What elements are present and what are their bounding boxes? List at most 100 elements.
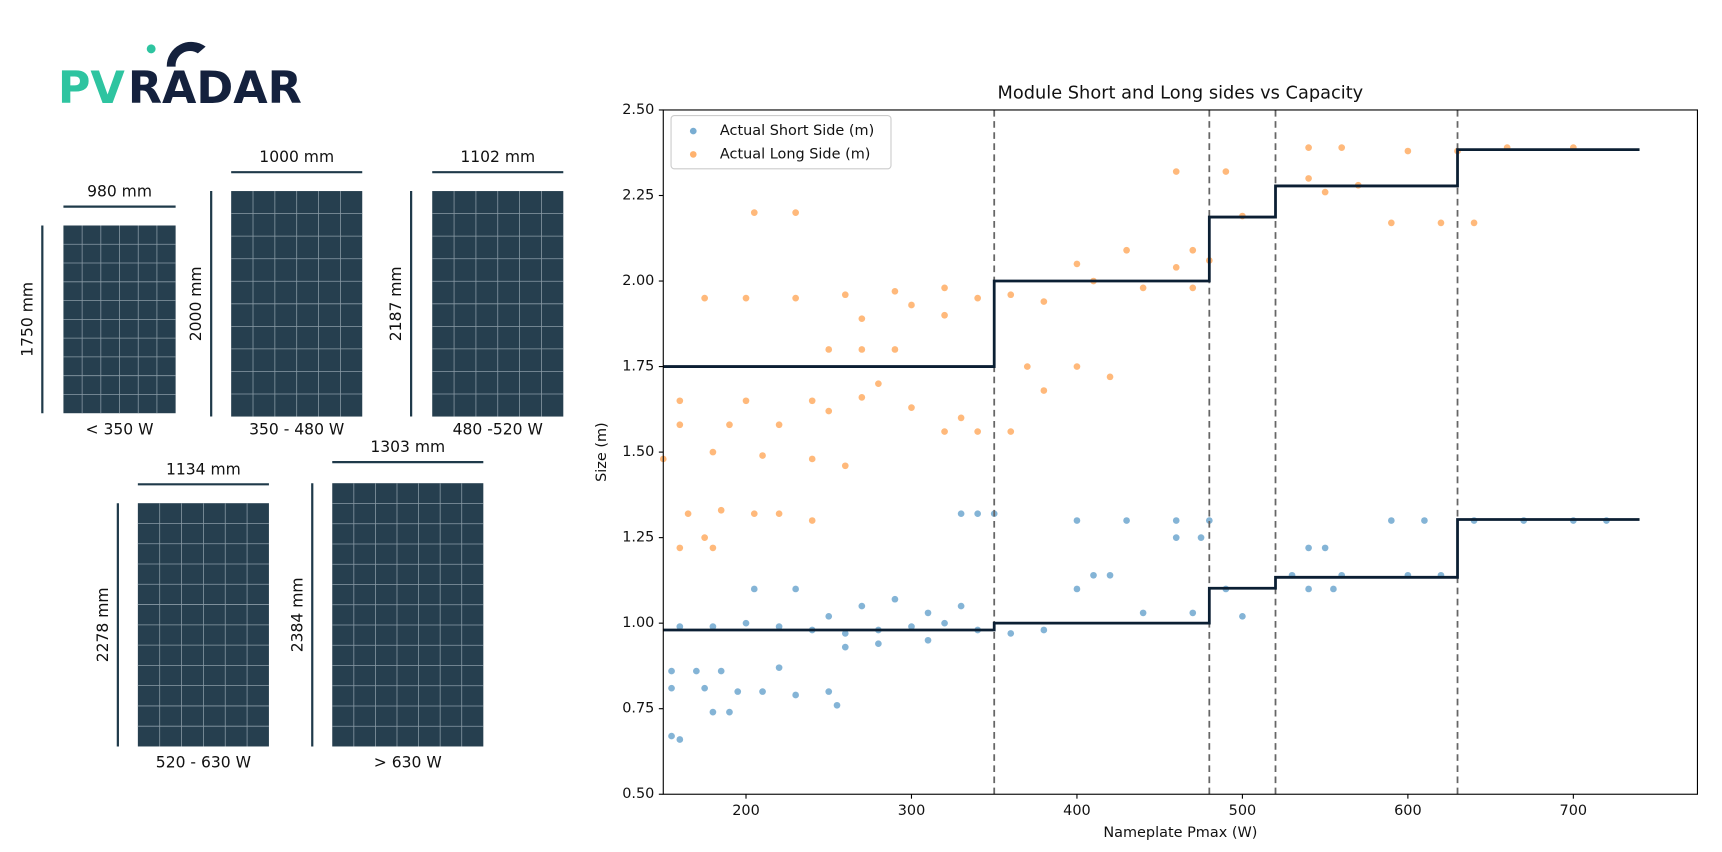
point (924, 636, 932, 644)
point (858, 315, 866, 323)
height-label: 2384 mm (288, 577, 306, 652)
point (1073, 260, 1081, 268)
point (1239, 612, 1246, 620)
point (941, 284, 948, 292)
point (693, 667, 700, 675)
point (1421, 517, 1428, 524)
point (1305, 585, 1312, 593)
point (908, 301, 915, 309)
point (717, 667, 725, 675)
point (726, 421, 733, 429)
x-tick-label: 600 (1394, 803, 1422, 819)
point (1330, 585, 1337, 593)
y-tick-label: 2.50 (622, 102, 654, 118)
height-label: 2187 mm (387, 266, 405, 341)
x-tick-label: 500 (1229, 803, 1257, 819)
point (957, 602, 965, 610)
point (841, 630, 849, 637)
module-panel (332, 483, 484, 747)
point (701, 534, 708, 541)
point (1040, 298, 1048, 305)
point (742, 294, 750, 302)
point (717, 506, 725, 514)
y-tick-label: 0.75 (622, 701, 654, 717)
point (701, 294, 708, 302)
width-label: 1134 mm (166, 460, 241, 478)
y-tick-label: 1.00 (622, 615, 654, 631)
point (1404, 147, 1412, 155)
point (775, 421, 783, 429)
point (1189, 246, 1197, 254)
logo: PV RADAR (58, 41, 302, 114)
point (1123, 517, 1130, 524)
point (709, 448, 717, 456)
point (891, 595, 899, 603)
point (1073, 585, 1081, 593)
range-label: 350 - 480 W (249, 420, 344, 438)
point (808, 517, 816, 524)
point (1139, 284, 1147, 292)
point (908, 404, 915, 411)
point (941, 619, 948, 627)
point (1106, 373, 1114, 381)
point (676, 736, 684, 743)
y-tick-label: 0.50 (622, 786, 654, 802)
point (1106, 571, 1114, 579)
width-label: 1102 mm (460, 148, 535, 166)
point (709, 623, 717, 630)
x-tick-label: 400 (1063, 803, 1091, 819)
point (668, 684, 675, 692)
point (1172, 168, 1180, 175)
point (1222, 168, 1230, 175)
point (775, 664, 783, 671)
module-diagrams: 980 mm 1750 mm < 350 W 1000 mm 2000 mm 350 - … (18, 148, 564, 772)
point (668, 732, 675, 740)
point (676, 421, 684, 429)
point (676, 544, 684, 552)
point (841, 291, 849, 299)
point (974, 510, 981, 518)
point (1172, 534, 1180, 541)
point (858, 602, 866, 610)
point (676, 397, 684, 405)
logo-arc (166, 41, 206, 67)
x-tick-label: 300 (898, 803, 926, 819)
point (841, 462, 849, 470)
x-tick-label: 700 (1560, 803, 1588, 819)
point (750, 585, 758, 593)
point (750, 510, 758, 518)
point (1305, 144, 1312, 151)
point (924, 609, 932, 617)
point (1388, 517, 1395, 524)
width-label: 1000 mm (259, 148, 334, 166)
step-line (663, 518, 1640, 632)
point (974, 294, 981, 302)
logo-text: RADAR (128, 63, 302, 114)
point (709, 708, 717, 716)
y-tick-label: 2.25 (622, 188, 654, 204)
point (1007, 291, 1015, 299)
chart-title: Module Short and Long sides vs Capacity (998, 83, 1364, 103)
point (1189, 609, 1197, 617)
point (1305, 544, 1312, 552)
point (742, 619, 750, 627)
point (957, 510, 965, 518)
point (1007, 630, 1015, 637)
range-label: 480 -520 W (453, 420, 543, 438)
point (875, 380, 882, 388)
plot-frame (662, 109, 1699, 795)
point (701, 684, 708, 692)
point (808, 397, 816, 405)
height-label: 1750 mm (18, 282, 36, 357)
point (825, 612, 833, 620)
point (759, 688, 766, 695)
point (1205, 517, 1213, 524)
point (734, 688, 742, 695)
range-label: < 350 W (86, 420, 154, 438)
point (1073, 363, 1081, 370)
point (1470, 219, 1478, 227)
range-label: > 630 W (374, 754, 442, 772)
point (1090, 571, 1097, 579)
point (1139, 609, 1147, 617)
